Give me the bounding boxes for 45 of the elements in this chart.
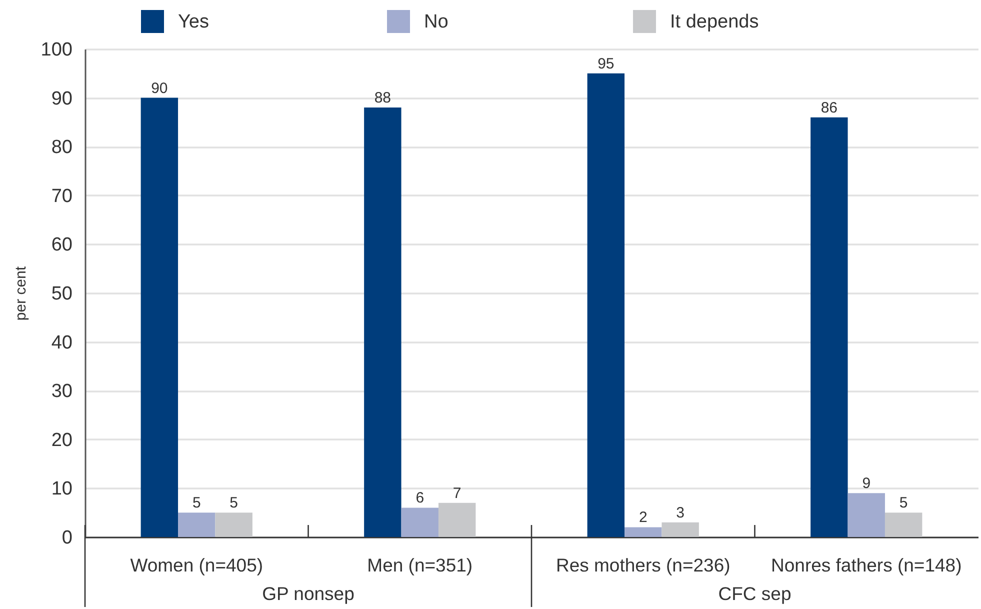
- x-tick-label: Nonres fathers (n=148): [770, 554, 962, 576]
- data-label: 7: [452, 484, 462, 502]
- legend-label: Yes: [178, 12, 209, 32]
- y-tick-label: 20: [51, 430, 72, 451]
- x-tick-label: Men (n=351): [367, 554, 473, 576]
- data-label: 88: [374, 90, 392, 107]
- y-axis-title: per cent: [12, 266, 30, 321]
- y-tick-label: 70: [51, 186, 72, 207]
- bar: [215, 512, 252, 537]
- data-label: 6: [416, 490, 424, 507]
- x-tick-label: Women (n=405): [130, 554, 264, 576]
- bar: [848, 493, 885, 537]
- bar: [587, 73, 625, 537]
- data-label: 90: [151, 80, 168, 97]
- y-tick-label: 90: [51, 88, 72, 110]
- y-tick-label: 80: [51, 137, 72, 158]
- y-tick-label: 10: [51, 478, 72, 500]
- x-tick-label: Res mothers (n=236): [556, 554, 730, 576]
- data-label: 3: [676, 504, 685, 522]
- y-tick-label: 40: [51, 332, 72, 354]
- y-tick-label: 100: [40, 40, 72, 60]
- data-label: 5: [899, 494, 908, 512]
- text: CFC sep: [718, 583, 792, 604]
- data-label: 9: [862, 475, 871, 492]
- bar: [662, 522, 699, 537]
- y-tick-label: 50: [51, 284, 72, 304]
- data-label: 2: [638, 509, 648, 526]
- data-label: 5: [230, 494, 238, 512]
- text: GP nonsep: [262, 583, 354, 604]
- y-tick-label: 60: [51, 234, 72, 256]
- bar: [810, 117, 848, 537]
- legend-label: No: [424, 12, 448, 32]
- bar: [401, 508, 438, 537]
- bar: [364, 108, 402, 537]
- y-tick-label: 30: [51, 381, 72, 402]
- legend-label: It depends: [670, 12, 759, 32]
- data-label: 86: [820, 99, 838, 116]
- bar: [178, 512, 216, 537]
- bar: [140, 98, 178, 537]
- data-label: 5: [192, 494, 201, 512]
- bar: [624, 527, 662, 537]
- bar: [884, 512, 922, 537]
- bar: [438, 502, 476, 537]
- data-label: 95: [598, 55, 614, 72]
- y-tick-label: 0: [62, 528, 72, 548]
